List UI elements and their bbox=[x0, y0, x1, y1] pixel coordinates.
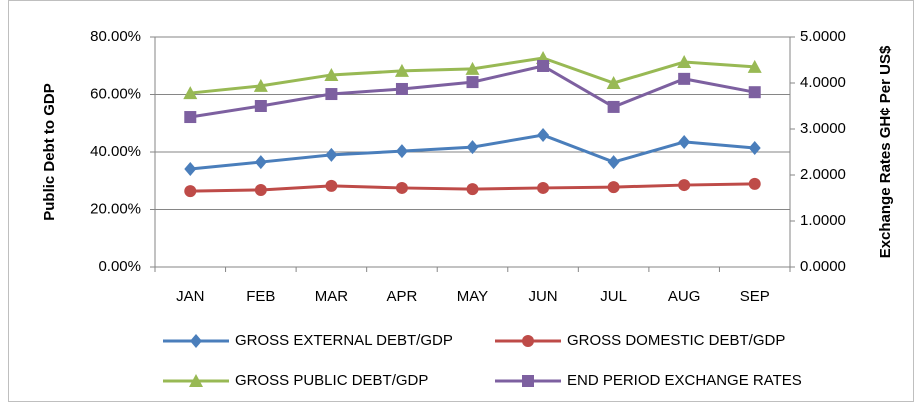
legend-marker bbox=[522, 375, 534, 387]
x-tick-label: SEP bbox=[740, 288, 770, 305]
marker bbox=[395, 181, 408, 194]
x-tick-label: MAR bbox=[315, 288, 349, 305]
marker bbox=[183, 86, 198, 100]
marker bbox=[537, 181, 550, 194]
y2-tick-label: 1.0000 bbox=[800, 212, 846, 229]
y-tick-label: 80.00% bbox=[90, 28, 141, 45]
marker bbox=[678, 179, 691, 192]
y2-tick-label: 2.0000 bbox=[800, 166, 846, 183]
y2-tick-label: 0.0000 bbox=[800, 258, 846, 275]
marker bbox=[465, 61, 480, 75]
marker bbox=[395, 82, 408, 95]
marker bbox=[677, 55, 692, 69]
marker bbox=[466, 140, 479, 155]
legend-label: GROSS PUBLIC DEBT/GDP bbox=[235, 372, 428, 389]
x-tick-label: JAN bbox=[176, 288, 204, 305]
marker bbox=[606, 76, 621, 89]
marker bbox=[184, 161, 197, 176]
legend-label: END PERIOD EXCHANGE RATES bbox=[567, 372, 802, 389]
marker bbox=[394, 63, 409, 77]
y-tick-label: 60.00% bbox=[90, 85, 141, 102]
y-tick-label: 20.00% bbox=[90, 200, 141, 217]
marker bbox=[254, 183, 267, 196]
x-tick-label: AUG bbox=[668, 288, 701, 305]
legend-marker bbox=[522, 335, 534, 347]
legend-marker bbox=[189, 374, 203, 387]
y-axis-title: Public Debt to GDP bbox=[41, 83, 58, 221]
y2-axis-title: Exchange Rates GH¢ Per US$ bbox=[877, 45, 894, 258]
chart-border bbox=[8, 0, 914, 402]
marker bbox=[607, 181, 620, 194]
marker bbox=[748, 140, 761, 155]
marker bbox=[607, 155, 620, 170]
marker bbox=[607, 100, 620, 113]
y2-tick-label: 5.0000 bbox=[800, 28, 846, 45]
y2-tick-label: 3.0000 bbox=[800, 120, 846, 137]
legend-marker bbox=[190, 334, 202, 348]
marker bbox=[747, 59, 762, 73]
marker bbox=[466, 76, 479, 89]
marker bbox=[325, 88, 338, 101]
marker bbox=[254, 100, 267, 112]
marker bbox=[678, 72, 691, 85]
y-tick-label: 40.00% bbox=[90, 143, 141, 160]
marker bbox=[325, 179, 338, 192]
y2-tick-label: 4.0000 bbox=[800, 74, 846, 91]
x-tick-label: MAY bbox=[457, 288, 488, 305]
y-tick-label: 0.00% bbox=[98, 258, 141, 275]
marker bbox=[324, 67, 339, 81]
marker bbox=[466, 183, 479, 196]
marker bbox=[254, 155, 267, 170]
marker bbox=[678, 134, 691, 149]
x-tick-label: JUN bbox=[528, 288, 557, 305]
x-tick-label: FEB bbox=[246, 288, 275, 305]
marker bbox=[395, 144, 408, 159]
marker bbox=[253, 78, 268, 92]
legend-label: GROSS EXTERNAL DEBT/GDP bbox=[235, 332, 453, 349]
marker bbox=[184, 185, 197, 198]
marker bbox=[748, 177, 761, 190]
marker bbox=[537, 59, 550, 72]
legend-label: GROSS DOMESTIC DEBT/GDP bbox=[567, 332, 785, 349]
marker bbox=[537, 128, 550, 143]
marker bbox=[748, 86, 761, 99]
x-tick-label: JUL bbox=[600, 288, 627, 305]
marker bbox=[325, 147, 338, 162]
marker bbox=[184, 111, 197, 124]
x-tick-label: APR bbox=[387, 288, 418, 305]
